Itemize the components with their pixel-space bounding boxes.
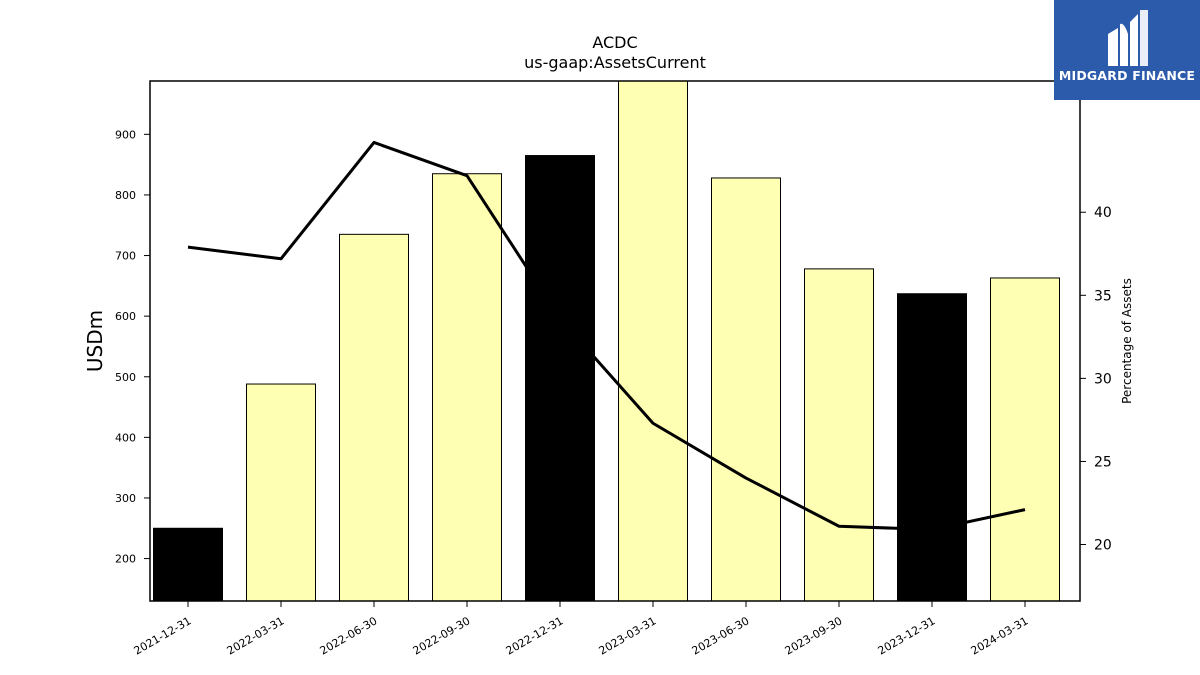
y-tick-label: 200 <box>115 553 136 566</box>
x-tick-label: 2022-09-30 <box>411 614 473 657</box>
x-tick-label: 2023-06-30 <box>690 614 752 657</box>
x-tick-label: 2024-03-31 <box>969 614 1031 657</box>
y2-tick-label: 25 <box>1094 454 1112 470</box>
plot-frame <box>149 80 1081 602</box>
x-tick-label: 2021-12-31 <box>132 614 194 657</box>
bar <box>897 293 967 602</box>
x-tick-label: 2022-06-30 <box>318 614 380 657</box>
line-group <box>187 140 1026 532</box>
bar <box>246 383 316 602</box>
logo-text: MIDGARD FINANCE <box>1058 68 1196 83</box>
logo-mark-icon <box>1108 10 1148 66</box>
chart-title: ACDC <box>592 33 637 52</box>
y-tick-label: 700 <box>115 250 136 263</box>
x-tick-label: 2023-03-31 <box>597 614 659 657</box>
y-tick-label: 900 <box>115 128 136 141</box>
y2-tick-label: 20 <box>1094 538 1112 554</box>
bar <box>432 173 502 602</box>
bar <box>339 233 409 602</box>
y2-tick-label: 35 <box>1094 288 1112 304</box>
x-tick-label: 2023-09-30 <box>783 614 845 657</box>
x-tick-label: 2022-03-31 <box>225 614 287 657</box>
chart-subtitle: us-gaap:AssetsCurrent <box>524 53 706 72</box>
y-tick-label: 500 <box>115 371 136 384</box>
y-tick-label: 800 <box>115 189 136 202</box>
brand-logo: MIDGARD FINANCE <box>1054 0 1200 100</box>
x-axis: 2021-12-31 2022-03-31 2022-06-30 2022-09-30… <box>132 601 1031 658</box>
y2-axis: 20 25 30 35 40 <box>1080 205 1112 554</box>
x-tick-label: 2022-12-31 <box>504 614 566 657</box>
bar <box>990 277 1060 602</box>
bars-group <box>153 80 1060 602</box>
y-axis-label: USDm <box>83 310 107 372</box>
bar <box>153 527 223 602</box>
y-tick-label: 600 <box>115 310 136 323</box>
bar <box>525 155 595 602</box>
bar <box>711 177 781 602</box>
bar <box>804 268 874 602</box>
y2-axis-label: Percentage of Assets <box>1120 278 1134 404</box>
x-tick-label: 2023-12-31 <box>876 614 938 657</box>
y-tick-label: 400 <box>115 431 136 444</box>
series-line <box>187 140 1026 532</box>
y-axis: 200 300 400 500 600 700 800 900 <box>115 128 150 566</box>
y-tick-label: 300 <box>115 492 136 505</box>
bar <box>618 80 688 602</box>
y2-tick-label: 40 <box>1094 205 1112 221</box>
y2-tick-label: 30 <box>1094 371 1112 387</box>
